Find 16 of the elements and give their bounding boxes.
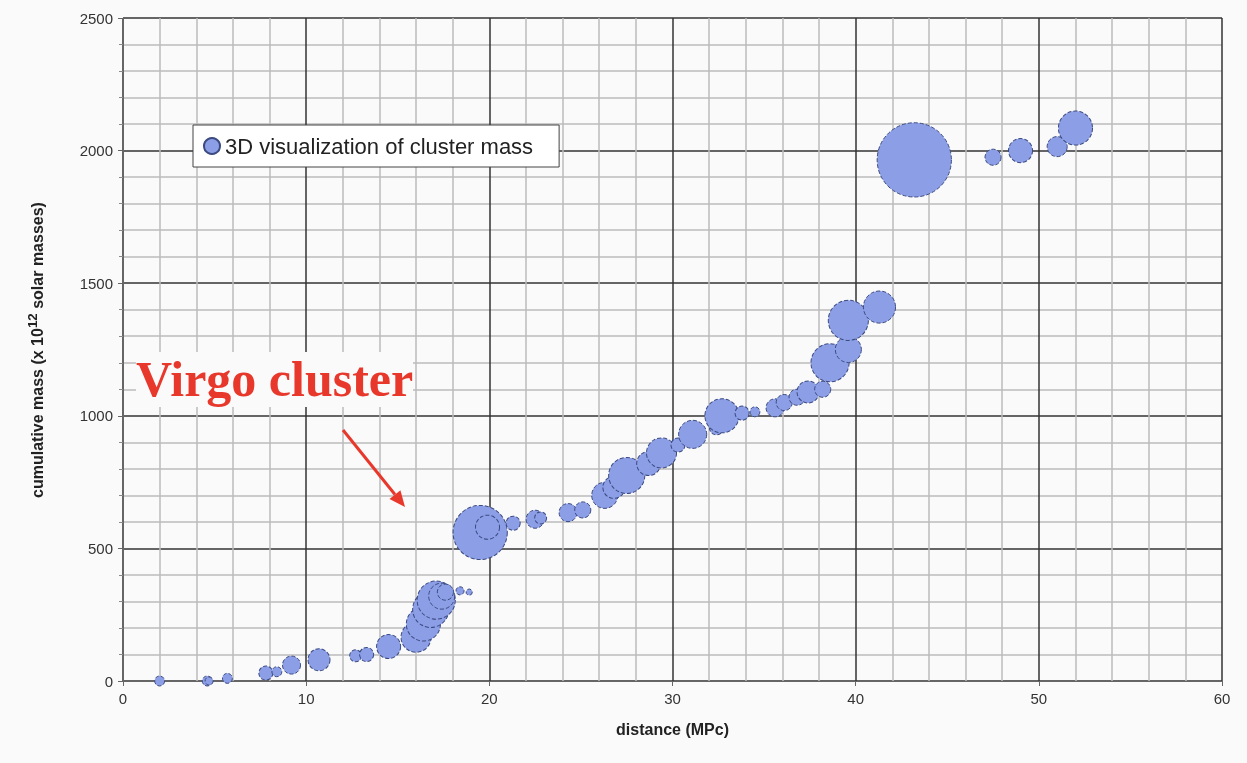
y-tick-label: 2500 xyxy=(79,9,113,27)
x-tick-label: 30 xyxy=(664,690,681,707)
y-tick-label: 2000 xyxy=(79,142,113,160)
y-tick-label: 1000 xyxy=(79,407,113,425)
y-tick-label: 1500 xyxy=(79,274,113,292)
x-tick-label: 0 xyxy=(118,690,128,707)
annotation: Virgo cluster xyxy=(136,351,414,407)
y-tick-label: 0 xyxy=(104,672,113,690)
x-tick-label: 20 xyxy=(480,690,498,707)
x-tick-label: 60 xyxy=(1213,690,1231,707)
legend-label: 3D visualization of cluster mass xyxy=(225,133,534,159)
x-tick-label: 40 xyxy=(847,690,865,707)
x-tick-label: 50 xyxy=(1030,690,1048,707)
y-tick-label: 500 xyxy=(87,539,113,557)
x-tick-label: 10 xyxy=(297,690,315,707)
x-axis-title: distance (MPc) xyxy=(616,720,729,738)
